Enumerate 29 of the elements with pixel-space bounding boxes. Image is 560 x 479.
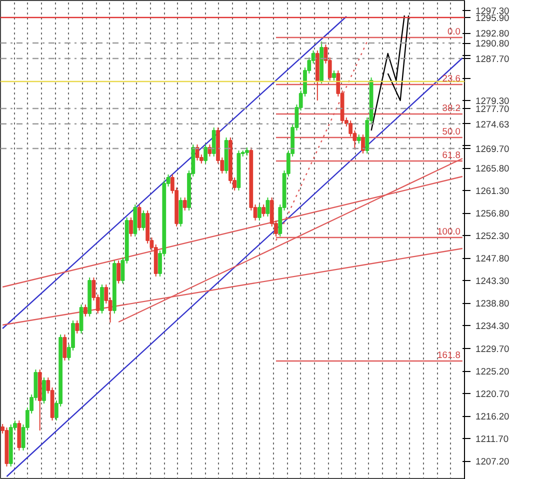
y-tick-label: 1211.70 — [476, 434, 509, 444]
ref-line-label: 1277.70 — [476, 104, 510, 114]
y-tick-label: 1220.70 — [476, 389, 510, 399]
annotation: 50.0 — [442, 126, 460, 136]
y-tick-label: 1216.20 — [476, 412, 510, 422]
y-tick-label: 1252.30 — [476, 231, 510, 241]
y-tick-label: 1207.20 — [476, 456, 510, 466]
y-tick-label: 1238.80 — [476, 298, 510, 308]
y-tick-label: 1292.80 — [476, 28, 510, 38]
ref-line-label: 1295.90 — [476, 13, 510, 23]
y-tick-label: 1261.30 — [476, 186, 510, 196]
y-tick-label: 1247.80 — [476, 254, 510, 264]
annotation: 0.0 — [447, 26, 460, 36]
y-tick-label: 1229.70 — [476, 344, 510, 354]
annotation: 161.8 — [437, 350, 460, 360]
annotation: 38.2 — [442, 103, 460, 113]
ref-line-label: 1269.70 — [476, 144, 510, 154]
y-tick-label: 1225.20 — [476, 366, 510, 376]
y-tick-label: 1279.30 — [476, 96, 510, 106]
y-tick-label: 1243.30 — [476, 276, 510, 286]
y-tick-label: 1265.80 — [476, 164, 510, 174]
ref-line-label: 1290.80 — [476, 38, 510, 48]
annotation: 61.8 — [442, 150, 460, 160]
ref-line-label: 1274.63 — [476, 119, 510, 130]
ref-line-label: 1287.70 — [476, 54, 510, 64]
y-tick-label: 1234.30 — [476, 321, 510, 331]
annotation: 100.0 — [437, 226, 460, 236]
y-tick-label: 1256.80 — [476, 208, 510, 218]
y-tick-label: 1297.30 — [476, 6, 510, 16]
